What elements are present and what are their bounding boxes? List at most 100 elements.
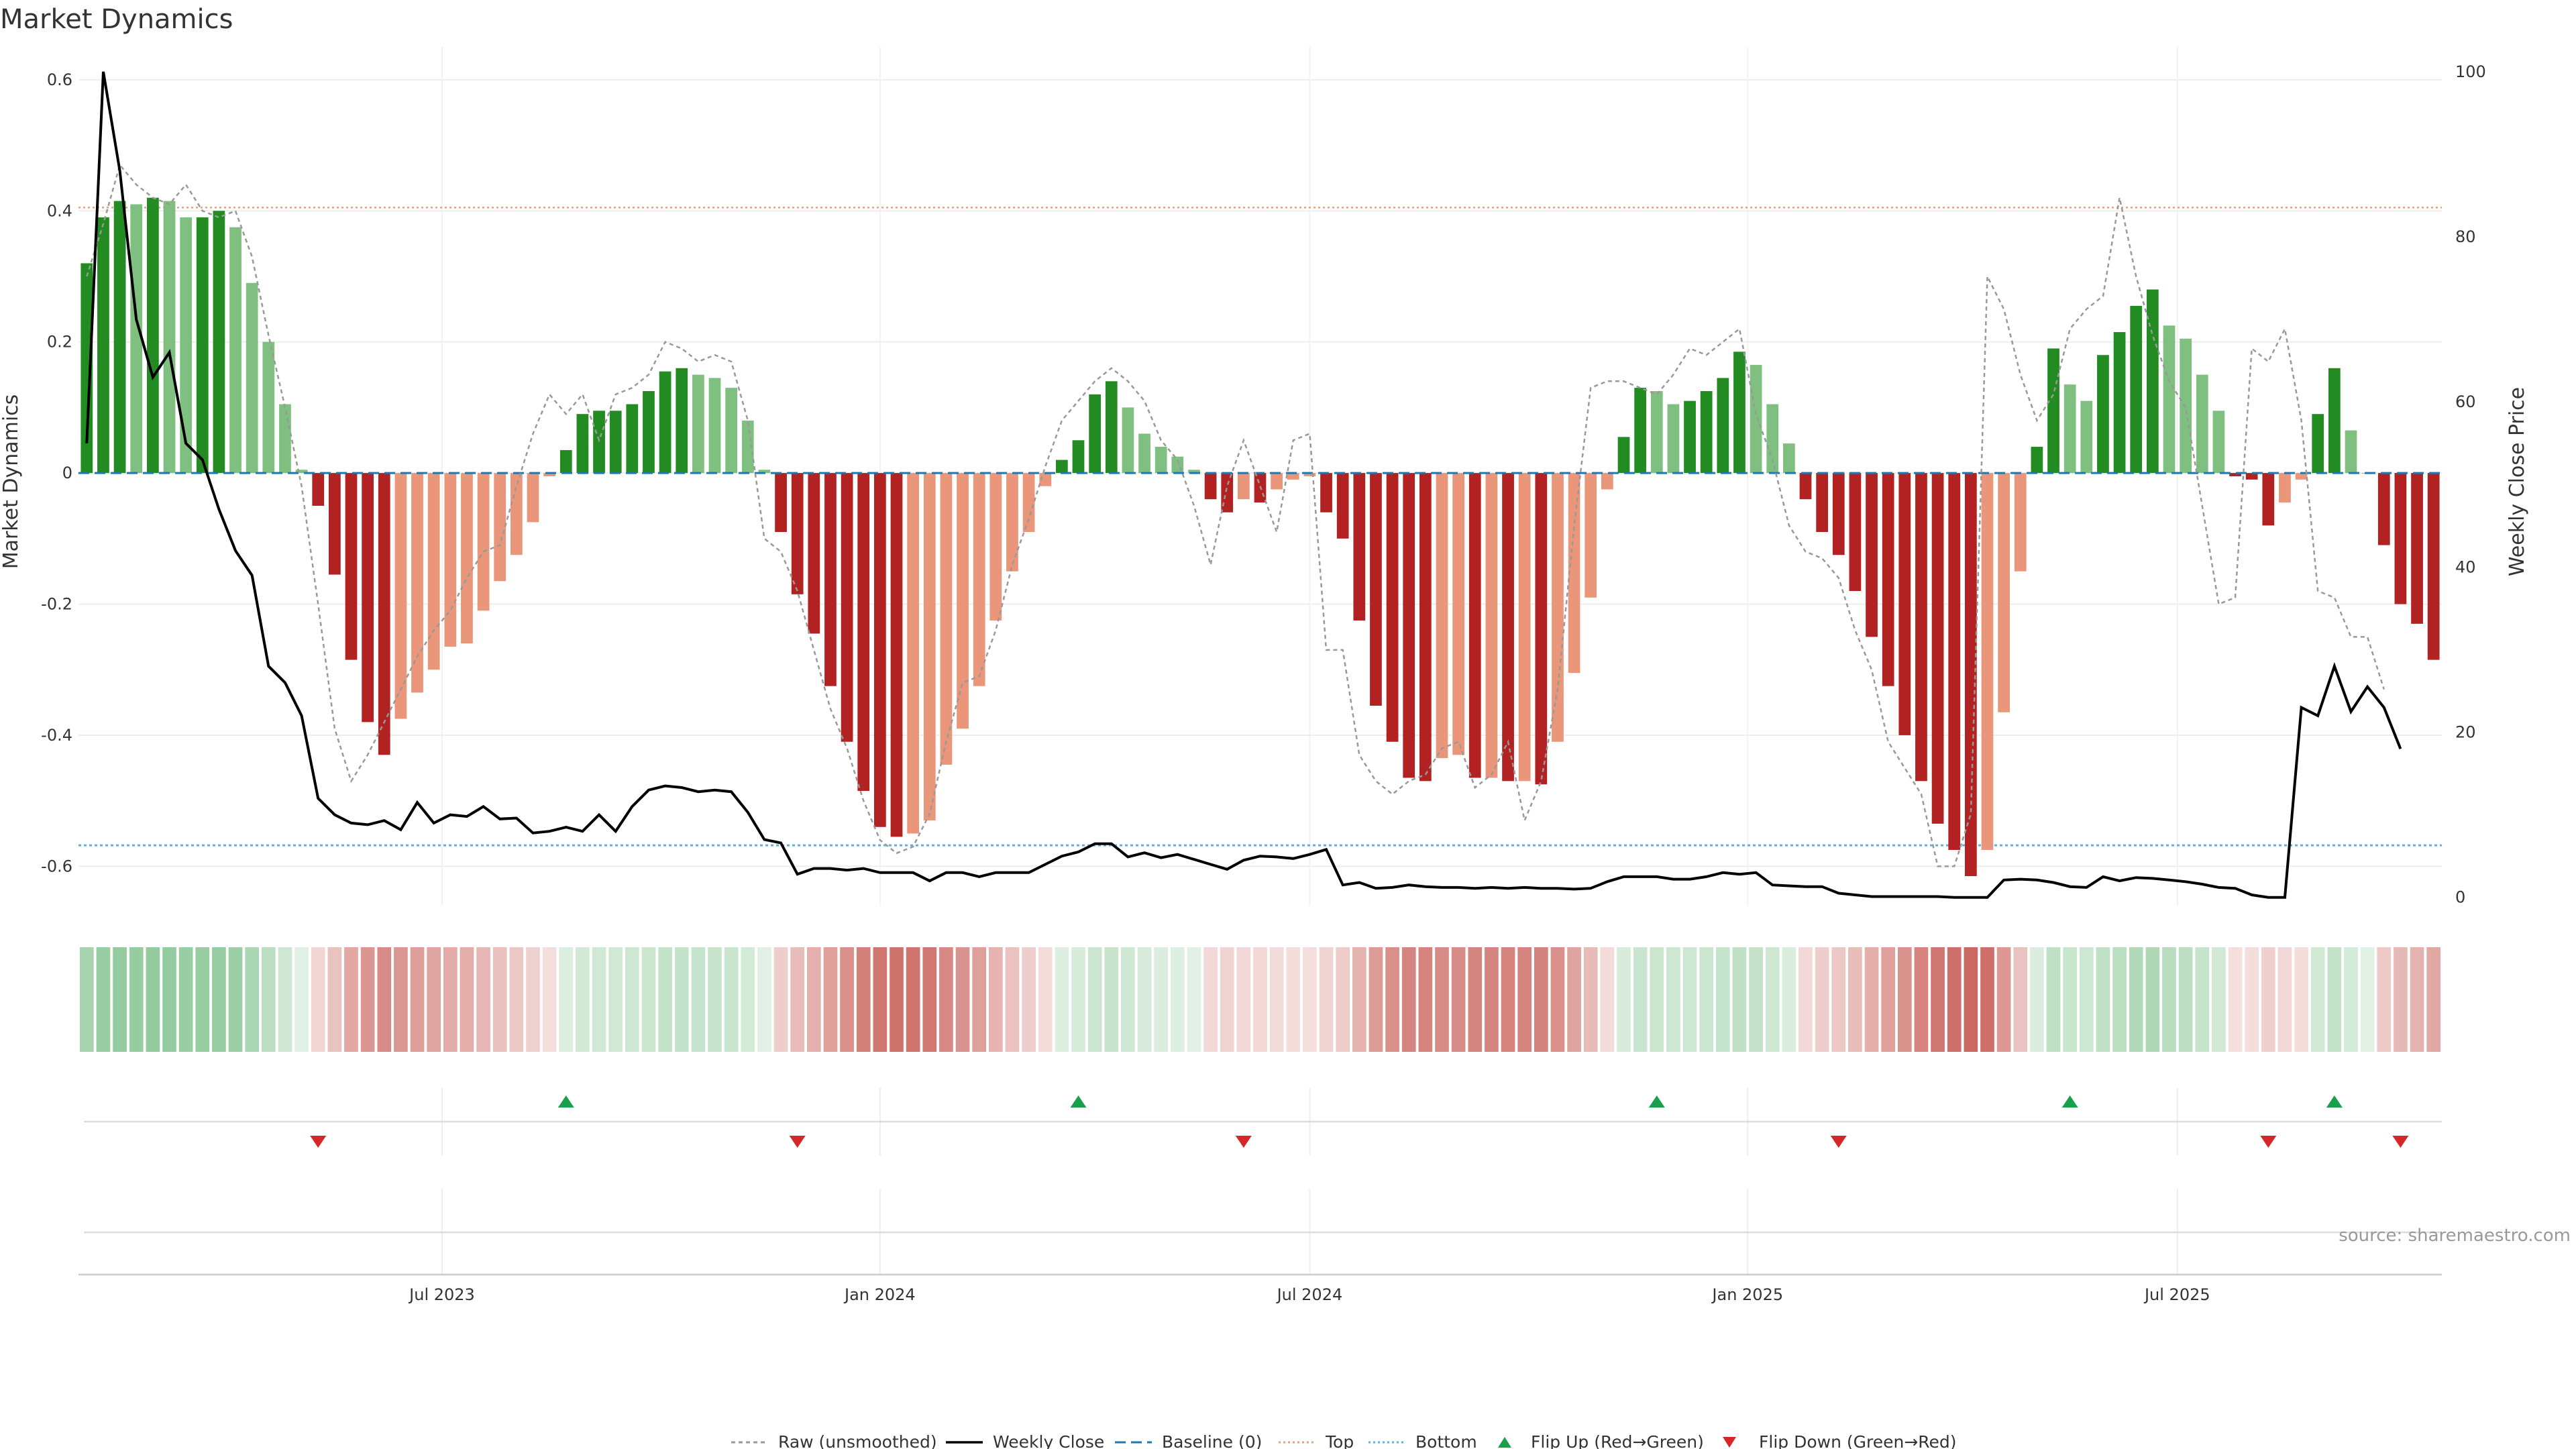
heat-cell bbox=[625, 947, 639, 1052]
legend-baseline-label: Baseline (0) bbox=[1162, 1432, 1262, 1449]
heat-cell bbox=[2310, 947, 2325, 1052]
md-bar bbox=[2130, 305, 2143, 474]
heat-cell bbox=[410, 947, 425, 1052]
heat-cell bbox=[195, 947, 210, 1052]
md-bar bbox=[708, 378, 721, 474]
md-bar bbox=[973, 473, 985, 686]
md-bar bbox=[559, 449, 572, 474]
heat-cell bbox=[1087, 947, 1102, 1052]
heat-cell bbox=[1848, 947, 1862, 1052]
heat-cell bbox=[1782, 947, 1796, 1052]
heat-cell bbox=[1914, 947, 1929, 1052]
heat-cell bbox=[427, 947, 441, 1052]
md-bar bbox=[873, 473, 886, 827]
md-bar bbox=[394, 473, 407, 719]
md-bar bbox=[97, 217, 109, 474]
heat-cell bbox=[1187, 947, 1201, 1052]
md-bar bbox=[1601, 473, 1613, 490]
md-bar bbox=[1799, 473, 1812, 500]
md-bar bbox=[1122, 407, 1134, 474]
md-bar bbox=[2146, 289, 2159, 474]
heat-cell bbox=[1401, 947, 1416, 1052]
flip-up-marker bbox=[2061, 1095, 2078, 1108]
heat-cell bbox=[228, 947, 243, 1052]
flip-down-marker bbox=[310, 1136, 327, 1148]
heat-cell bbox=[2261, 947, 2275, 1052]
heat-cell bbox=[394, 947, 408, 1052]
heat-cell bbox=[460, 947, 474, 1052]
md-bar bbox=[2345, 430, 2357, 474]
md-bar bbox=[328, 473, 341, 575]
heat-cell bbox=[2013, 947, 2028, 1052]
heat-cell bbox=[1253, 947, 1267, 1052]
md-bar bbox=[1568, 473, 1580, 674]
heat-cell bbox=[757, 947, 771, 1052]
md-bar bbox=[1717, 378, 1729, 474]
md-bar bbox=[2031, 447, 2043, 474]
heat-cell bbox=[509, 947, 524, 1052]
md-bar bbox=[362, 473, 374, 722]
heat-cell bbox=[1286, 947, 1301, 1052]
md-bar bbox=[1320, 473, 1332, 513]
heat-cell bbox=[2178, 947, 2193, 1052]
md-bar bbox=[1667, 404, 1680, 474]
md-bar bbox=[2394, 473, 2407, 604]
heat-cell bbox=[146, 947, 160, 1052]
md-bar bbox=[1204, 473, 1217, 500]
md-bar bbox=[2245, 473, 2258, 480]
md-bar bbox=[1039, 473, 1052, 486]
x-tick-label: Jul 2025 bbox=[2143, 1285, 2210, 1304]
md-bar bbox=[1436, 473, 1448, 759]
md-bar bbox=[2411, 473, 2423, 624]
md-bar bbox=[1089, 394, 1102, 474]
heat-cell bbox=[1121, 947, 1135, 1052]
heat-cell bbox=[890, 947, 904, 1052]
md-bar bbox=[907, 473, 920, 834]
legend-top-label: Top bbox=[1325, 1432, 1354, 1449]
md-bar bbox=[576, 414, 589, 474]
heat-cell bbox=[1682, 947, 1697, 1052]
heat-cell bbox=[1038, 947, 1053, 1052]
md-bar bbox=[1468, 473, 1481, 778]
md-bar bbox=[2113, 332, 2126, 474]
heat-cell bbox=[1947, 947, 1962, 1052]
md-bar bbox=[1022, 473, 1035, 533]
heat-cell bbox=[2046, 947, 2061, 1052]
heat-cell bbox=[856, 947, 871, 1052]
md-bar bbox=[957, 473, 969, 729]
heat-cell bbox=[1385, 947, 1399, 1052]
md-bar bbox=[2229, 473, 2241, 476]
heat-cell bbox=[1864, 947, 1879, 1052]
heat-cell bbox=[245, 947, 260, 1052]
md-bar bbox=[2328, 368, 2341, 474]
md-bar bbox=[1750, 364, 1762, 474]
md-bar bbox=[1237, 473, 1250, 500]
md-bar bbox=[1072, 440, 1085, 474]
md-bar bbox=[1287, 473, 1299, 480]
md-bar bbox=[1832, 473, 1845, 555]
md-bar bbox=[1931, 473, 1944, 824]
heat-cell bbox=[212, 947, 226, 1052]
md-bar bbox=[626, 404, 639, 474]
legend-raw-label: Raw (unsmoothed) bbox=[778, 1432, 937, 1449]
heat-cell bbox=[2360, 947, 2375, 1052]
heat-cell bbox=[2294, 947, 2308, 1052]
x-tick-label: Jul 2024 bbox=[1276, 1285, 1343, 1304]
md-bar bbox=[1419, 473, 1432, 782]
md-bar bbox=[1353, 473, 1366, 621]
md-bar bbox=[989, 473, 1002, 621]
heat-cell bbox=[939, 947, 953, 1052]
heat-cell bbox=[1567, 947, 1581, 1052]
heat-cell bbox=[1104, 947, 1119, 1052]
heat-cell bbox=[1650, 947, 1664, 1052]
md-bar bbox=[1964, 473, 1977, 877]
heat-cell bbox=[1203, 947, 1218, 1052]
md-bar bbox=[2427, 473, 2440, 660]
md-bar bbox=[1155, 447, 1167, 474]
heat-cell bbox=[1485, 947, 1499, 1052]
flip-up-marker bbox=[557, 1095, 574, 1108]
heat-cell bbox=[278, 947, 292, 1052]
heat-cell bbox=[1732, 947, 1747, 1052]
heat-cell bbox=[1236, 947, 1251, 1052]
md-bar bbox=[940, 473, 953, 765]
